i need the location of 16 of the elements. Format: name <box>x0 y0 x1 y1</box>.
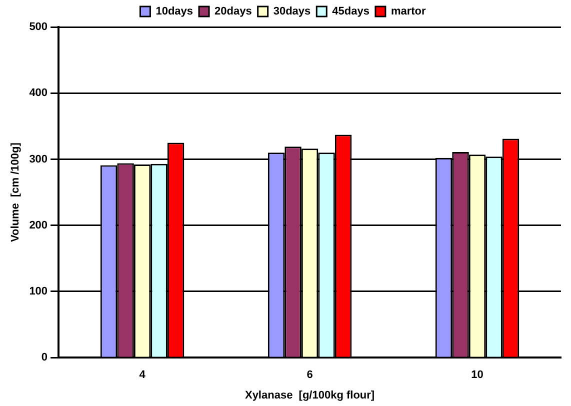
y-tick-label: 0 <box>41 352 48 364</box>
legend-label: 45days <box>332 6 370 18</box>
x-axis-title: Xylanase [g/100kg flour] <box>244 389 375 402</box>
x-tick-label: 4 <box>139 369 146 382</box>
x-tick-label: 6 <box>306 369 313 382</box>
legend-label: 10days <box>156 6 194 18</box>
y-tick-label: 400 <box>29 87 48 100</box>
x-tick-label: 10 <box>471 369 484 382</box>
y-tick-label: 300 <box>29 153 48 166</box>
y-tick-label: 100 <box>29 286 48 298</box>
y-tick-label: 500 <box>29 21 48 34</box>
y-axis-title: Volume [cm /100g] <box>10 142 22 242</box>
legend-label: martor <box>390 6 427 18</box>
legend-label: 30days <box>273 6 311 18</box>
y-tick-label: 200 <box>29 219 48 232</box>
legend-label: 20days <box>214 6 252 18</box>
